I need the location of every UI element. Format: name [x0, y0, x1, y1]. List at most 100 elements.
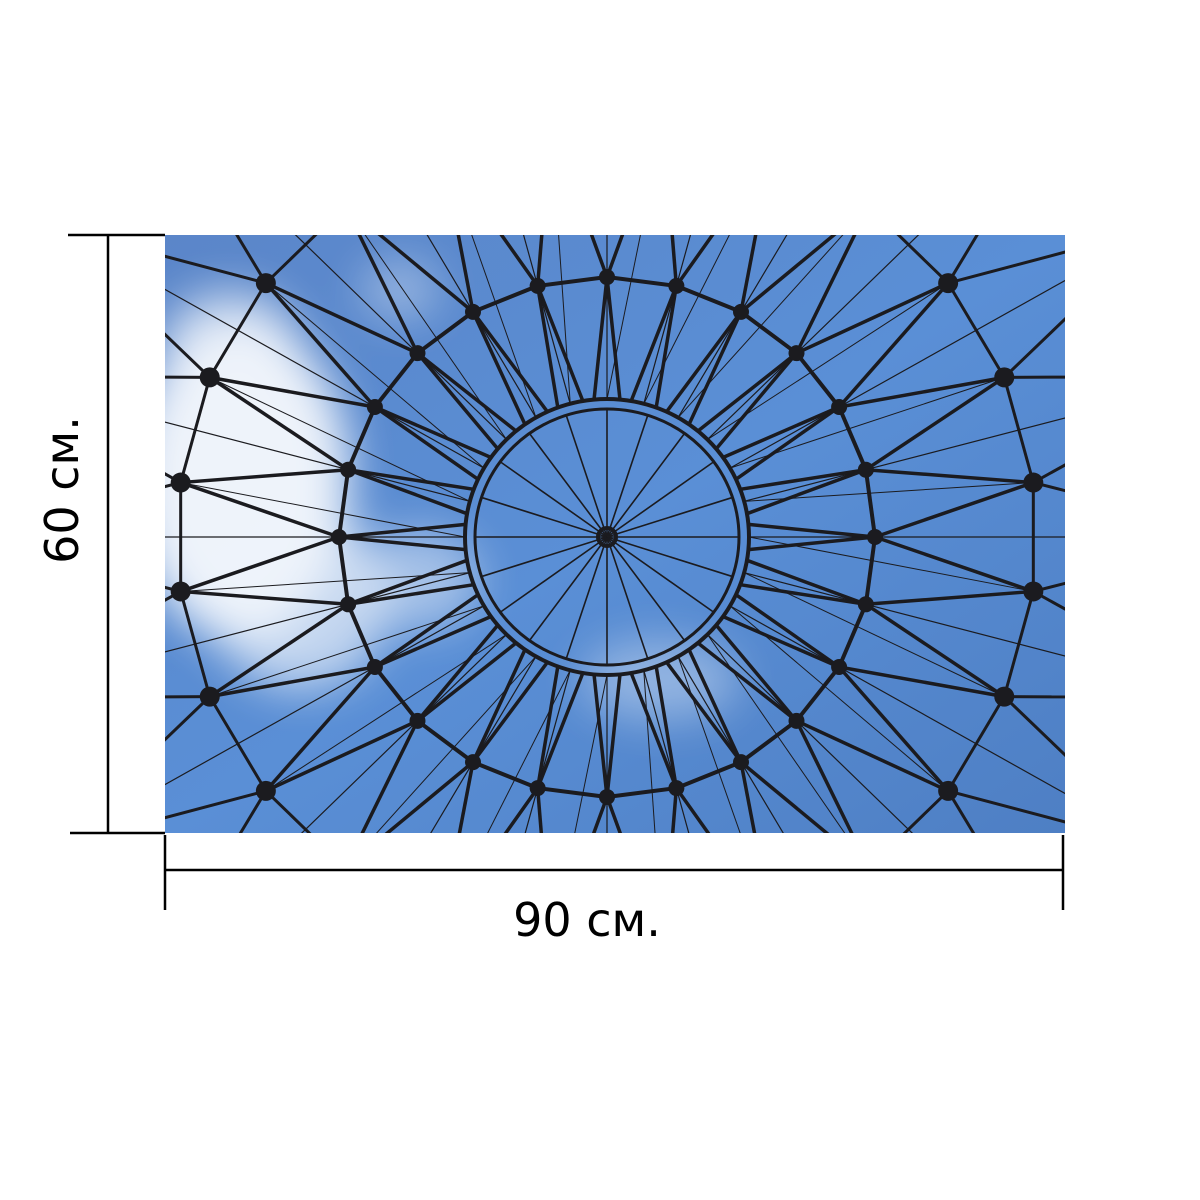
lattice-part: [874, 480, 1034, 539]
lattice-part: [529, 780, 546, 797]
lattice-part: [558, 235, 571, 404]
lattice-part: [165, 288, 376, 408]
lattice-part: [592, 673, 609, 798]
lattice-part: [416, 351, 518, 433]
lattice-part: [733, 303, 749, 320]
lattice-part: [374, 405, 492, 460]
lattice-part: [994, 686, 1015, 707]
lattice-part: [994, 367, 1015, 388]
lattice-part: [946, 235, 979, 284]
lattice-part: [209, 605, 485, 698]
lattice-part: [794, 720, 854, 833]
lattice-part: [606, 786, 677, 799]
lattice-part: [165, 421, 349, 471]
lattice-part: [605, 276, 622, 401]
lattice-part: [541, 113, 561, 133]
lattice-part: [170, 472, 191, 493]
lattice-part: [165, 789, 267, 820]
lattice-part: [416, 352, 500, 451]
lattice-part: [606, 235, 641, 400]
lattice-part: [874, 535, 1034, 594]
lattice-part: [863, 469, 877, 538]
lattice-part: [744, 469, 867, 502]
lattice-part: [706, 634, 846, 833]
lattice-part: [165, 585, 182, 593]
lattice-part: [869, 0, 927, 206]
height-label: 60 см.: [35, 416, 89, 564]
lattice-part: [739, 235, 837, 314]
lattice-part: [340, 596, 357, 613]
lattice-part: [238, 790, 268, 833]
lattice-part: [865, 590, 1034, 605]
lattice-part: [796, 720, 914, 833]
lattice-part: [739, 719, 798, 764]
lattice-part: [565, 414, 608, 538]
lattice-part: [606, 496, 733, 538]
lattice-part: [665, 661, 743, 764]
lattice-part: [606, 414, 649, 538]
lattice-part: [772, 152, 869, 206]
lattice-part: [416, 641, 518, 723]
lattice-part: [865, 603, 1065, 657]
lattice-part: [255, 780, 276, 801]
lattice-part: [838, 375, 1005, 409]
lattice-part: [857, 461, 874, 478]
photo: [154, 0, 1065, 1158]
lattice-part: [740, 761, 784, 833]
lattice-part: [665, 310, 743, 413]
lattice-part: [1023, 581, 1044, 602]
lattice-part: [265, 633, 507, 792]
lattice-part: [373, 405, 480, 481]
lattice-part: [947, 250, 1065, 285]
lattice-part: [165, 481, 182, 489]
lattice-part: [696, 641, 798, 723]
lattice-part: [472, 655, 537, 763]
lattice-part: [165, 332, 211, 379]
lattice-part: [529, 277, 546, 294]
lattice-part: [677, 655, 742, 763]
lattice-part: [409, 712, 426, 729]
lattice-part: [859, 858, 879, 878]
lattice-part: [1004, 375, 1065, 379]
lattice-part: [472, 284, 539, 314]
lattice-part: [739, 310, 798, 355]
lattice-part: [416, 310, 475, 355]
lattice-part: [208, 375, 350, 472]
lattice-part: [347, 468, 468, 516]
lattice-part: [687, 311, 743, 426]
lattice-part: [869, 98, 1060, 206]
lattice-part: [154, 868, 345, 976]
lattice-part: [707, 282, 949, 441]
lattice-part: [255, 273, 276, 294]
lattice-part: [607, 951, 663, 1158]
lattice-part: [687, 648, 743, 763]
lattice-part: [441, 0, 551, 123]
lattice-part: [859, 196, 879, 216]
lattice-part: [837, 665, 950, 793]
lattice-part: [537, 275, 608, 288]
lattice-part: [838, 666, 1065, 795]
lattice-part: [714, 352, 798, 451]
lattice-part: [796, 720, 949, 792]
lattice-part: [535, 235, 544, 287]
lattice-part: [794, 665, 841, 723]
lattice-part: [373, 593, 480, 669]
lattice-part: [863, 536, 877, 605]
lattice-part: [384, 760, 475, 833]
lattice-part: [551, 0, 607, 123]
lattice-part: [629, 672, 678, 789]
lattice-part: [729, 605, 840, 668]
lattice-part: [165, 375, 210, 379]
lattice-part: [1023, 472, 1044, 493]
lattice-part: [605, 673, 622, 798]
lattice-part: [762, 142, 782, 162]
lattice-part: [606, 432, 686, 538]
lattice-part: [471, 648, 527, 763]
lattice-part: [675, 787, 709, 833]
lattice-part: [374, 605, 485, 668]
lattice-part: [337, 536, 351, 605]
lattice-part: [837, 406, 868, 471]
lattice-part: [300, 720, 418, 833]
lattice-part: [366, 658, 383, 675]
lattice-part: [831, 399, 848, 416]
